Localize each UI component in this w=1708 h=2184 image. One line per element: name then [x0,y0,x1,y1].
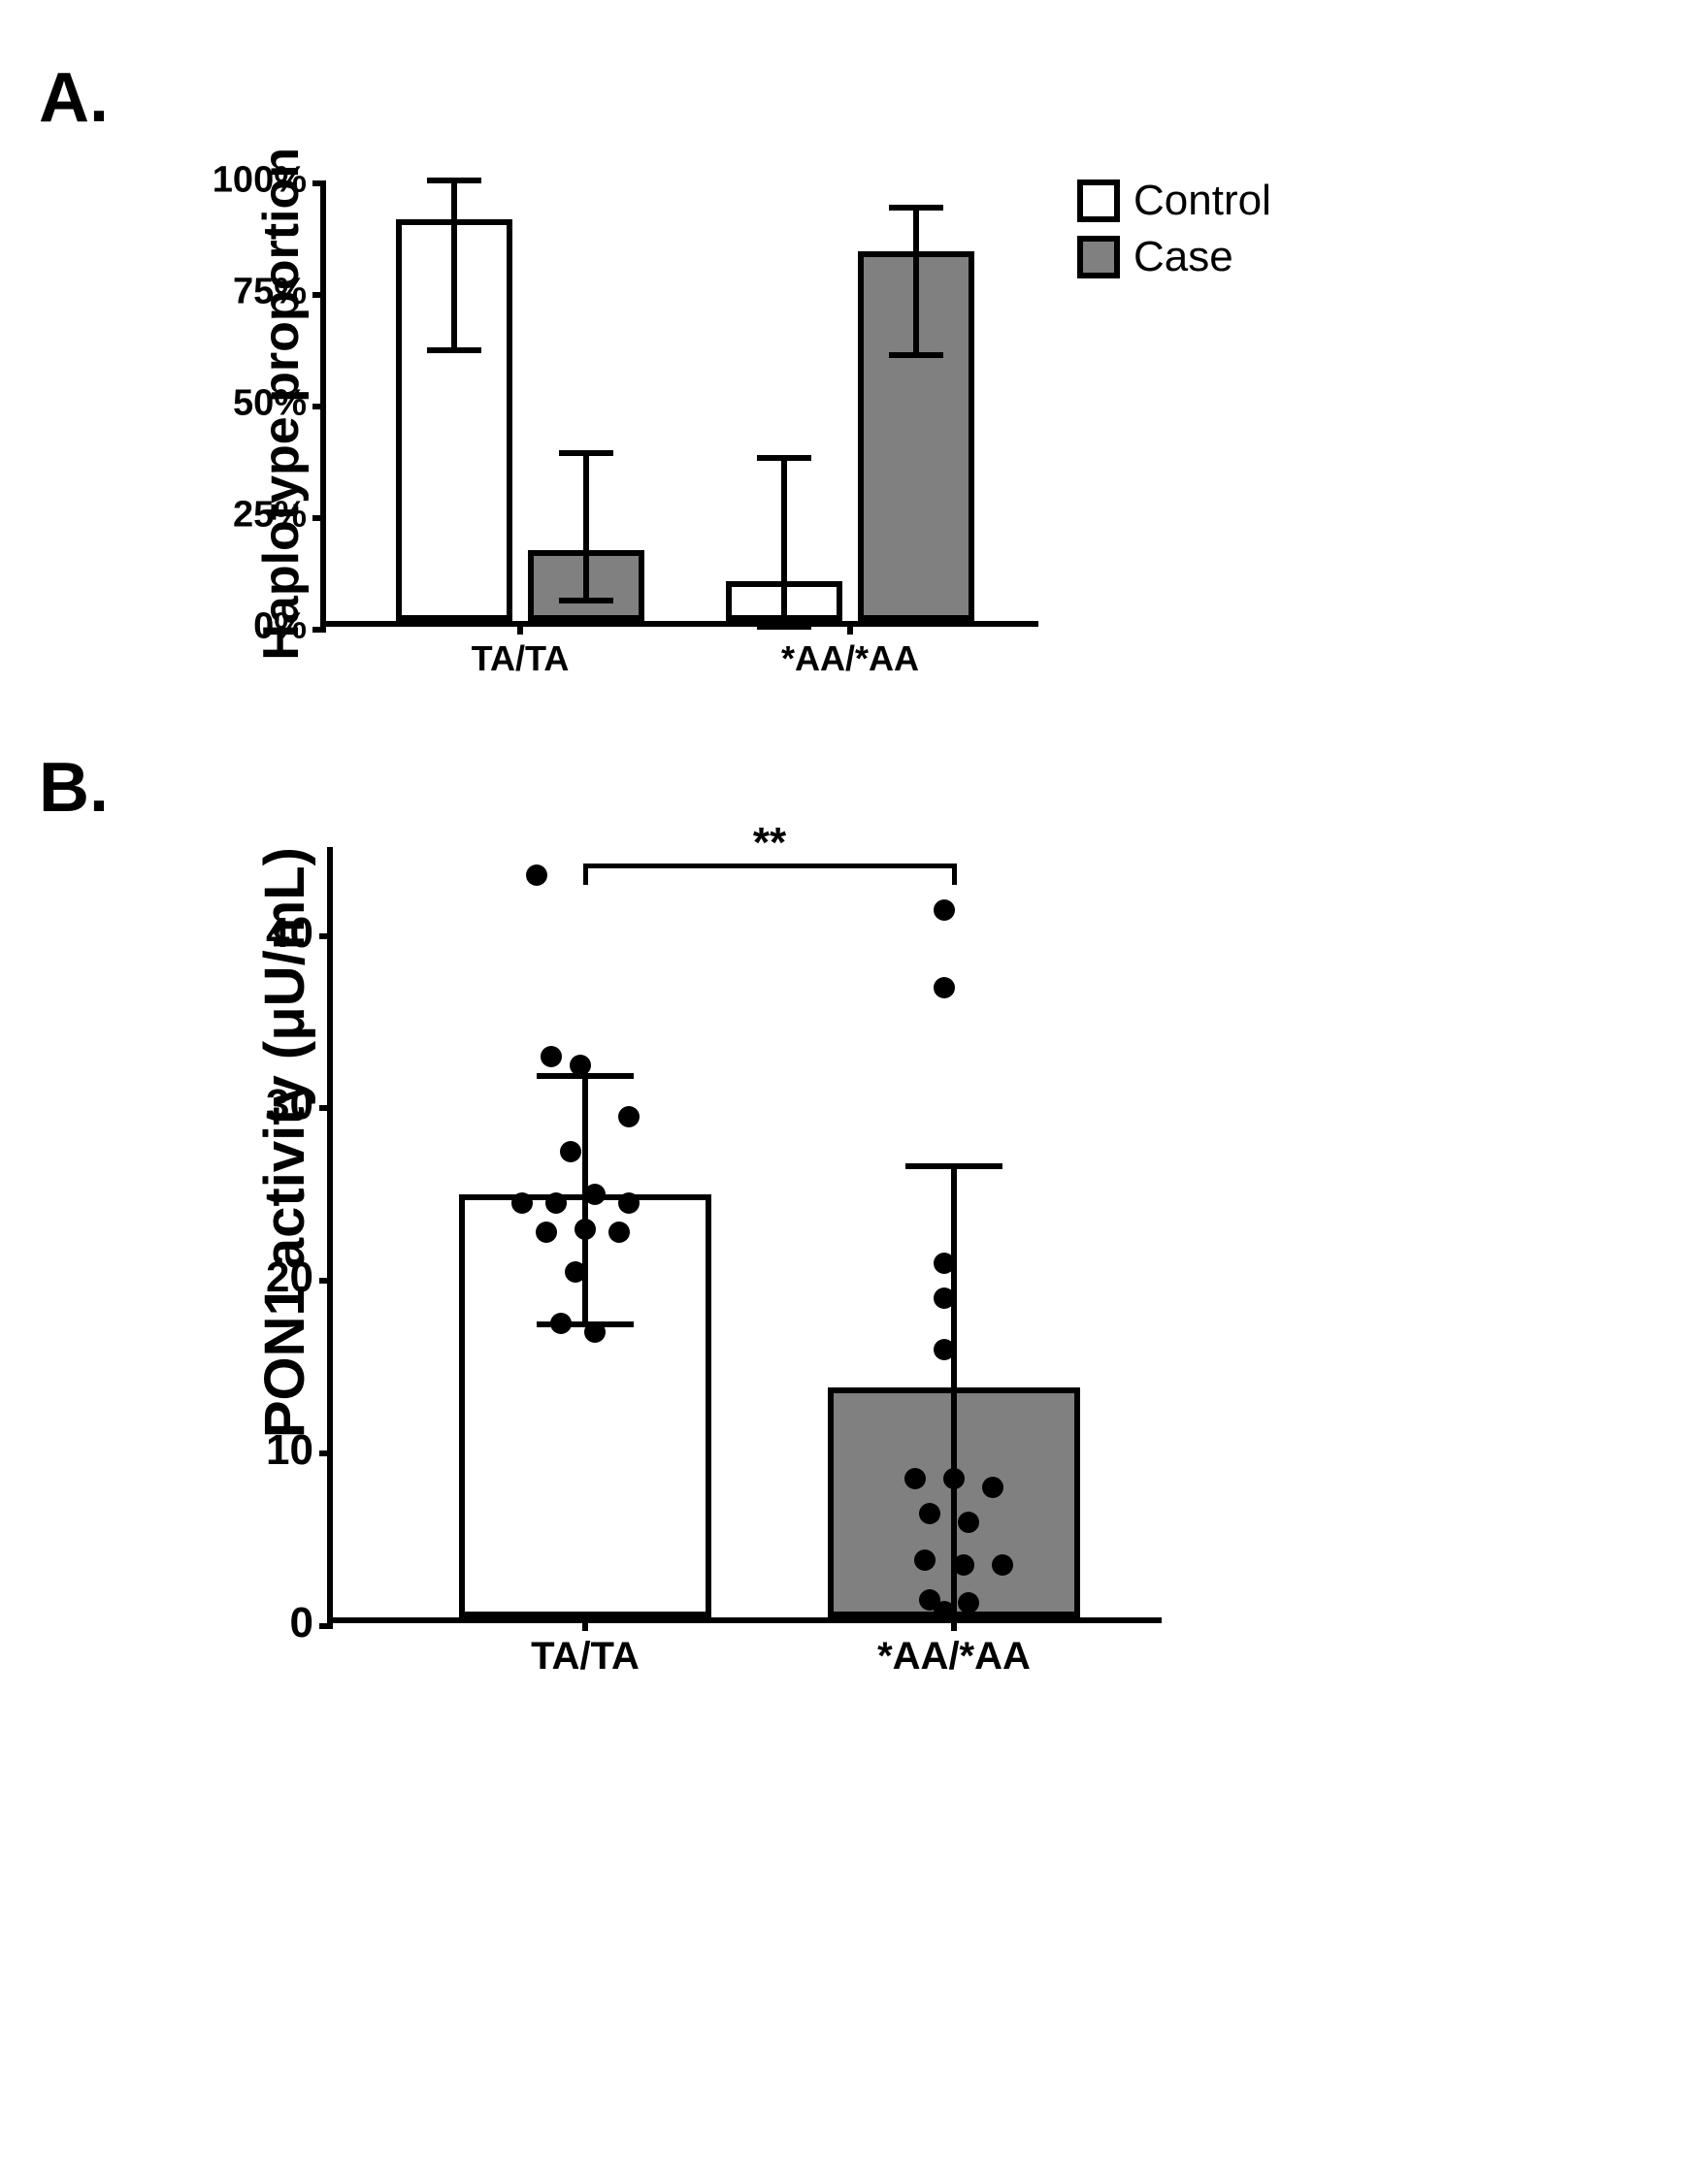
panel-a-ytick-label: 50% [190,383,307,425]
panel-b-datapoint [584,1321,606,1343]
panel-a-ytick [312,404,326,409]
panel-b-ytick-label: 30 [236,1081,313,1129]
panel-b-datapoint [904,1468,926,1489]
panel-a-xtick [847,621,853,635]
panel-b-ytick-label: 40 [236,909,313,958]
panel-b-ytick [319,1623,333,1629]
panel-b-datapoint [934,977,955,998]
panel-b-datapoint [958,1592,979,1614]
panel-b-datapoint [914,1549,936,1571]
panel-b: PON1 activity (μU/mL) 010203040TA/TA*AA/… [252,847,1669,1623]
panel-b-datapoint [565,1261,586,1283]
panel-a-ytick [312,180,326,186]
panel-b-datapoint [511,1192,533,1214]
panel-a-errorcap [757,624,811,630]
panel-b-datapoint [934,1253,955,1274]
panel-b-label: B. [39,748,1669,828]
panel-a-errorcap [559,450,613,456]
panel-a-label: A. [39,58,1669,138]
panel-b-ytick-label: 10 [236,1426,313,1475]
panel-b-datapoint [570,1055,591,1076]
significance-bracket-drop [583,864,588,884]
panel-a-errorcap [427,347,481,353]
panel-a-ytick [312,292,326,298]
panel-a-errorbar [583,453,589,601]
panel-a-errorcap [889,205,943,211]
panel-b-xcategory: TA/TA [531,1635,640,1679]
panel-b-datapoint [550,1313,572,1334]
panel-a-ytick [312,515,326,521]
panel-b-datapoint [575,1219,596,1240]
panel-b-datapoint [982,1477,1003,1498]
panel-b-datapoint [943,1468,965,1489]
panel-a-errorcap [757,455,811,461]
panel-b-datapoint [584,1184,606,1205]
panel-a-errorbar [913,208,919,355]
panel-b-datapoint [618,1106,640,1127]
panel-b-ytick [319,933,333,939]
significance-label: ** [753,819,786,867]
legend-item: Control [1077,177,1271,225]
panel-b-datapoint [536,1222,557,1243]
legend-label: Case [1133,233,1233,281]
panel-b-ytick [319,1278,333,1284]
panel-b-ytick [319,1451,333,1456]
legend-item: Case [1077,233,1271,281]
panel-a-ytick-label: 75% [190,272,307,313]
panel-b-ytick-label: 0 [236,1599,313,1647]
panel-b-errorcap [905,1163,1002,1169]
panel-a-xtick [517,621,523,635]
panel-b-xtick [951,1617,957,1631]
panel-b-datapoint [934,899,955,921]
panel-b-datapoint [526,864,547,886]
panel-b-chart: 010203040TA/TA*AA/*AA** [327,847,1162,1623]
panel-b-xcategory: *AA/*AA [877,1635,1031,1679]
panel-a-ytick-label: 100% [190,160,307,202]
panel-a-errorcap [559,598,613,603]
panel-b-datapoint [934,1288,955,1309]
panel-a-ytick-label: 25% [190,495,307,537]
panel-b-xtick [582,1617,588,1631]
panel-b-datapoint [958,1512,979,1533]
legend-swatch [1077,179,1120,222]
panel-a-legend: Control Case [1077,177,1271,289]
panel-b-datapoint [919,1503,940,1524]
significance-bracket-drop [952,864,957,884]
panel-b-datapoint [953,1554,974,1576]
panel-b-datapoint [608,1222,630,1243]
panel-a-errorcap [427,178,481,183]
panel-b-datapoint [934,1339,955,1360]
panel-a-chart: 0%25%50%75%100%TA/TA*AA/*AA [320,180,1038,627]
panel-a-xcategory: *AA/*AA [781,638,919,679]
panel-b-datapoint [545,1192,567,1214]
legend-swatch [1077,236,1120,278]
panel-b-datapoint [618,1192,640,1214]
panel-b-errorbar [951,1166,957,1614]
legend-label: Control [1133,177,1271,225]
panel-a-xcategory: TA/TA [472,638,570,679]
panel-a: Haplotype proportion 0%25%50%75%100%TA/T… [252,147,1669,661]
panel-a-errorbar [451,180,457,350]
panel-b-datapoint [560,1141,581,1162]
panel-b-ytick [319,1105,333,1111]
panel-a-ytick-label: 0% [190,606,307,648]
panel-b-datapoint [992,1554,1013,1576]
panel-a-errorbar [781,458,787,628]
panel-a-errorcap [889,352,943,358]
panel-b-ytick-label: 20 [236,1254,313,1302]
panel-b-datapoint [541,1046,562,1067]
panel-a-ytick [312,627,326,633]
